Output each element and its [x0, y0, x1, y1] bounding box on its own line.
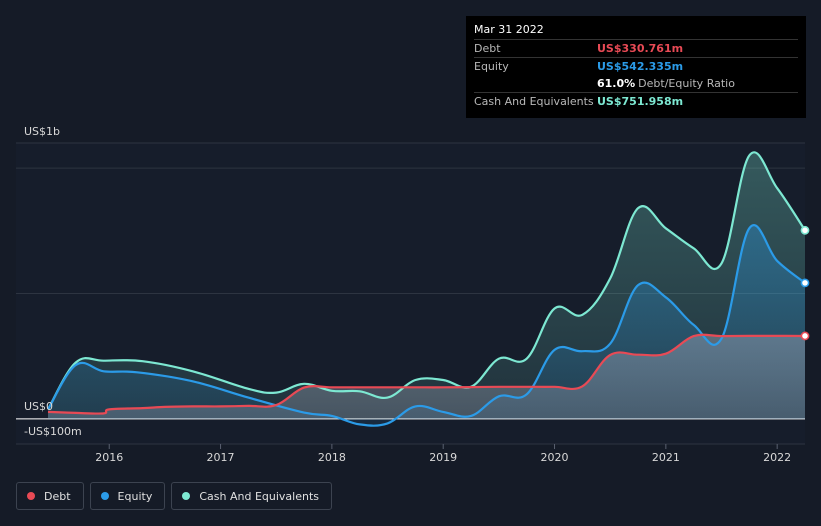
debt-line: [47, 333, 806, 415]
legend-equity-label: Equity: [117, 489, 153, 503]
y-tick-label: -US$100m: [24, 425, 82, 438]
debt-area: [48, 334, 805, 419]
x-tick-label: 2017: [207, 451, 235, 464]
tooltip-row-debt: Debt US$330.761m: [474, 39, 798, 57]
x-tick-label: 2021: [652, 451, 680, 464]
x-tick-label: 2022: [763, 451, 791, 464]
axis-labels: US$1b US$0 -US$100m 2016 2017 2018 2019 2020 202…: [24, 125, 791, 464]
tooltip-debt-value: US$330.761m: [597, 42, 684, 55]
equity-end-point: [800, 278, 810, 288]
cash-dot-icon: [182, 492, 191, 500]
tooltip-cash-value: US$751.958m: [597, 95, 684, 108]
tooltip-row-equity: Equity US$542.335m: [474, 57, 798, 75]
legend-debt-label: Debt: [44, 489, 71, 503]
tooltip-debt-label: Debt: [474, 42, 501, 55]
tooltip-equity-label: Equity: [474, 60, 509, 73]
x-tick-label: 2016: [95, 451, 123, 464]
y-tick-label: US$0: [24, 400, 53, 413]
debt-end-point: [800, 331, 810, 341]
cash-end-point: [800, 225, 810, 235]
tooltip-ratio-label: Debt/Equity Ratio: [638, 77, 735, 90]
legend-item-cash[interactable]: Cash And Equivalents: [171, 482, 332, 510]
tooltip-row-cash: Cash And Equivalents US$751.958m: [474, 92, 798, 110]
series-lines: [47, 151, 810, 427]
x-tick-label: 2019: [429, 451, 457, 464]
debt-dot-icon: [27, 492, 35, 500]
x-tick-label: 2018: [318, 451, 346, 464]
equity-dot-icon: [100, 492, 109, 500]
tooltip-equity-value: US$542.335m: [597, 60, 684, 73]
tooltip-ratio-value: 61.0%: [597, 77, 636, 90]
tooltip-row-ratio: 61.0% Debt/Equity Ratio: [474, 75, 798, 92]
tooltip-date: Mar 31 2022: [474, 23, 544, 36]
legend-item-equity[interactable]: Equity: [89, 482, 166, 510]
x-tick-label: 2020: [541, 451, 569, 464]
legend-cash-label: Cash And Equivalents: [199, 489, 319, 503]
tooltip-panel: Mar 31 2022 Debt US$330.761m Equity US$5…: [466, 16, 806, 118]
chart-legend: Debt Equity Cash And Equivalents: [16, 482, 332, 510]
y-tick-label: US$1b: [24, 125, 60, 138]
legend-item-debt[interactable]: Debt: [16, 482, 84, 510]
equity-line: [47, 224, 806, 427]
tooltip-cash-label: Cash And Equivalents: [474, 95, 594, 108]
